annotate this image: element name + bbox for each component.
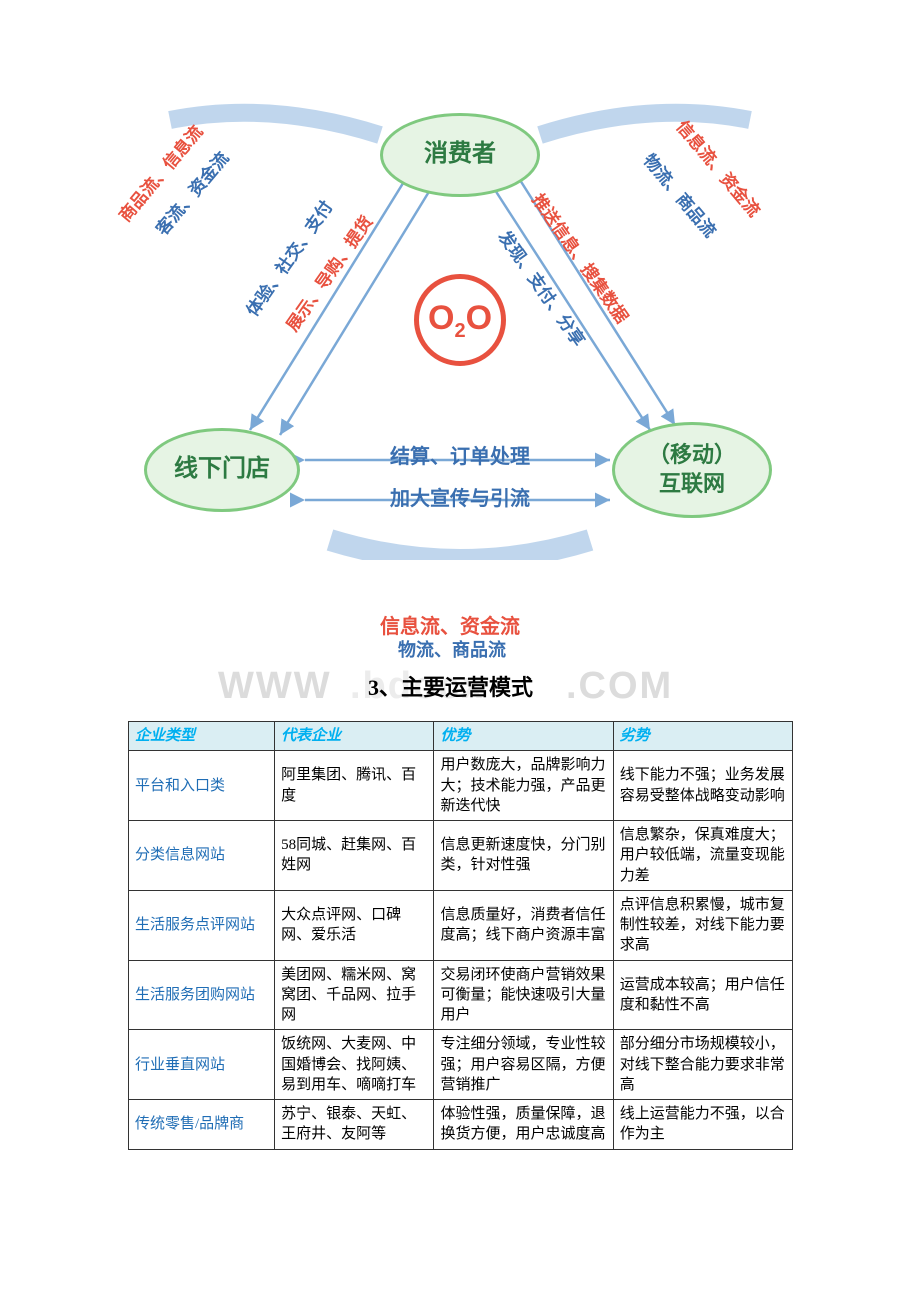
cell: 点评信息积累慢，城市复制性较差，对线下能力要求高 [613,890,792,960]
bottom-label-blue: 物流、商品流 [398,636,506,662]
cell: 生活服务点评网站 [129,890,275,960]
cell: 运营成本较高；用户信任度和黏性不高 [613,960,792,1030]
node-consumer: 消费者 [380,113,540,197]
cell: 美团网、糯米网、窝窝团、千品网、拉手网 [275,960,434,1030]
watermark-left: WWW [218,665,332,708]
business-model-table-wrap: 企业类型 代表企业 优势 劣势 平台和入口类 阿里集团、腾讯、百度 用户数庞大，… [128,721,793,1150]
section-text: 主要运营模式 [401,675,533,700]
cell: 交易闭环使商户营销效果可衡量；能快速吸引大量用户 [434,960,613,1030]
col-company: 代表企业 [275,722,434,751]
cell: 58同城、赶集网、百姓网 [275,821,434,891]
cell: 分类信息网站 [129,821,275,891]
o2o-diagram: 消费者 O2O 线下门店 （移动） 互联网 体验、社交、支付 展示、导购、提货 … [130,100,790,560]
cell: 信息质量好，消费者信任度高；线下商户资源丰富 [434,890,613,960]
table-row: 传统零售/品牌商 苏宁、银泰、天虹、王府井、友阿等 体验性强，质量保障，退换货方… [129,1100,793,1150]
cell: 线上运营能力不强，以合作为主 [613,1100,792,1150]
table-row: 生活服务点评网站 大众点评网、口碑网、爱乐活 信息质量好，消费者信任度高；线下商… [129,890,793,960]
edge-label-si-bottom: 加大宣传与引流 [360,482,560,511]
cell: 大众点评网、口碑网、爱乐活 [275,890,434,960]
cell: 信息繁杂，保真难度大；用户较低端，流量变现能力差 [613,821,792,891]
table-row: 生活服务团购网站 美团网、糯米网、窝窝团、千品网、拉手网 交易闭环使商户营销效果… [129,960,793,1030]
cell: 专注细分领域，专业性较强；用户容易区隔，方便营销推广 [434,1030,613,1100]
node-internet: （移动） 互联网 [612,422,772,518]
cell: 信息更新速度快，分门别类，针对性强 [434,821,613,891]
edge-label-si-top: 结算、订单处理 [360,440,560,469]
node-store: 线下门店 [144,428,300,512]
col-type: 企业类型 [129,722,275,751]
node-o2o-label: O2O [428,296,492,344]
col-advantage: 优势 [434,722,613,751]
cell: 生活服务团购网站 [129,960,275,1030]
cell: 阿里集团、腾讯、百度 [275,751,434,821]
node-o2o: O2O [414,274,506,366]
node-internet-label: （移动） 互联网 [648,441,736,498]
section-title: 3、主要运营模式 [368,670,533,702]
cell: 体验性强，质量保障，退换货方便，用户忠诚度高 [434,1100,613,1150]
cell: 线下能力不强；业务发展容易受整体战略变动影响 [613,751,792,821]
cell: 平台和入口类 [129,751,275,821]
section-number: 3、 [368,675,401,700]
business-model-table: 企业类型 代表企业 优势 劣势 平台和入口类 阿里集团、腾讯、百度 用户数庞大，… [128,721,793,1150]
node-consumer-label: 消费者 [424,139,496,170]
cell: 用户数庞大，品牌影响力大；技术能力强，产品更新迭代快 [434,751,613,821]
cell: 传统零售/品牌商 [129,1100,275,1150]
cell: 行业垂直网站 [129,1030,275,1100]
table-header-row: 企业类型 代表企业 优势 劣势 [129,722,793,751]
cell: 苏宁、银泰、天虹、王府井、友阿等 [275,1100,434,1150]
table-row: 分类信息网站 58同城、赶集网、百姓网 信息更新速度快，分门别类，针对性强 信息… [129,821,793,891]
cell: 饭统网、大麦网、中国婚博会、找阿姨、易到用车、嘀嘀打车 [275,1030,434,1100]
col-disadvantage: 劣势 [613,722,792,751]
bottom-label-red: 信息流、资金流 [380,610,520,639]
cell: 部分细分市场规模较小，对线下整合能力要求非常高 [613,1030,792,1100]
watermark-right: .COM [566,665,673,708]
table-body: 平台和入口类 阿里集团、腾讯、百度 用户数庞大，品牌影响力大；技术能力强，产品更… [129,751,793,1149]
table-row: 平台和入口类 阿里集团、腾讯、百度 用户数庞大，品牌影响力大；技术能力强，产品更… [129,751,793,821]
table-row: 行业垂直网站 饭统网、大麦网、中国婚博会、找阿姨、易到用车、嘀嘀打车 专注细分领… [129,1030,793,1100]
node-store-label: 线下门店 [174,454,270,485]
